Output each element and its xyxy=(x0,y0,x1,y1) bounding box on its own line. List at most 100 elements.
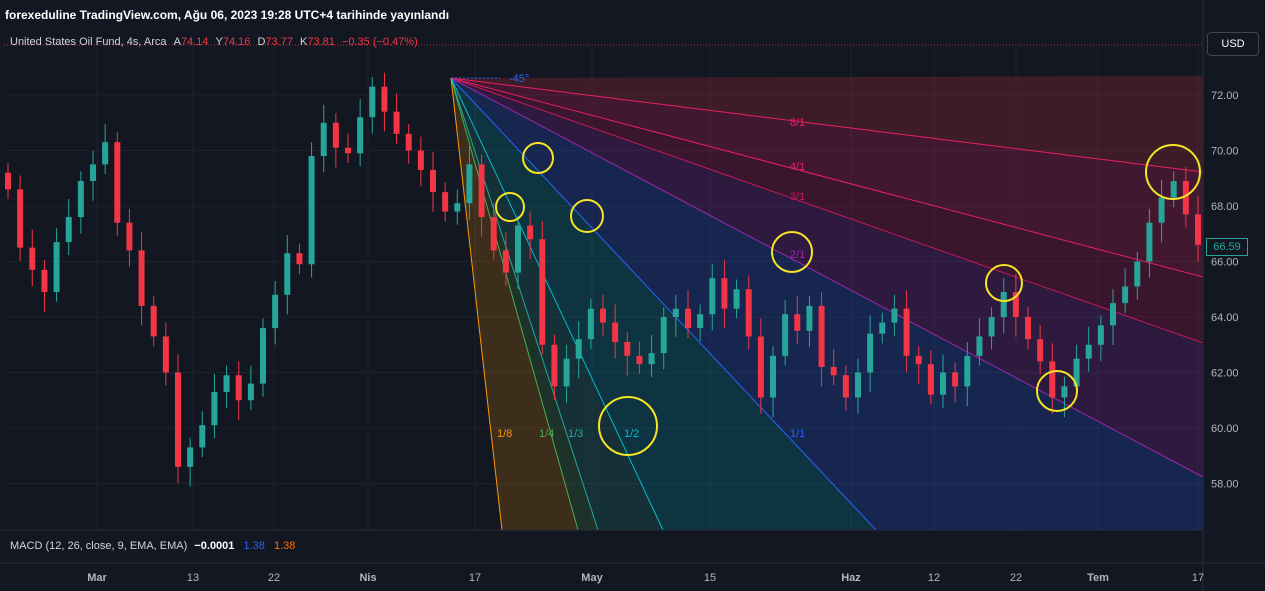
time-tick: 17 xyxy=(1192,572,1204,584)
candle-body xyxy=(90,164,96,182)
fan-label: 2/1 xyxy=(790,249,805,261)
candle-body xyxy=(830,366,837,376)
price-tick: 62.00 xyxy=(1211,368,1239,380)
candle-body xyxy=(563,358,570,387)
fan-line-8-1 xyxy=(450,77,1204,173)
candle-body xyxy=(1182,181,1189,215)
highlight-circle xyxy=(985,264,1023,302)
candle-body xyxy=(381,86,388,112)
candle-body xyxy=(1195,214,1201,245)
fan-line-1-3 xyxy=(450,77,599,531)
candle-body xyxy=(211,391,218,426)
change-value: −0.35 (−0.47%) xyxy=(341,36,418,48)
candle-body xyxy=(417,150,424,170)
highlight-circle xyxy=(570,199,604,233)
candle-body xyxy=(102,142,109,165)
candle-body xyxy=(345,147,351,154)
candle-body xyxy=(65,217,72,243)
low-label: D xyxy=(257,36,266,48)
symbol-name: United States Oil Fund, 4s, Arca xyxy=(10,36,167,48)
gann-fan[interactable] xyxy=(450,76,1204,531)
candle-body xyxy=(284,253,291,295)
price-tick: 72.00 xyxy=(1211,90,1239,102)
candle-body xyxy=(770,355,776,398)
candle-body xyxy=(927,364,934,395)
candle-body xyxy=(648,353,655,365)
candle-body xyxy=(260,328,266,384)
macd-legend: MACD (12, 26, close, 9, EMA, EMA) −0.000… xyxy=(10,540,295,552)
high-label: Y xyxy=(215,36,223,48)
time-tick: Nis xyxy=(359,572,376,584)
fan-line-3-1 xyxy=(450,77,1204,344)
candle-body xyxy=(77,181,84,218)
time-tick: 22 xyxy=(1010,572,1022,584)
candle-body xyxy=(1061,386,1068,398)
candle-body xyxy=(952,372,959,387)
candle-body xyxy=(478,164,485,218)
candle-body xyxy=(138,250,145,306)
macd-signal-value: 1.38 xyxy=(243,540,265,552)
candle-body xyxy=(551,344,558,387)
fan-zone xyxy=(451,78,1203,530)
candle-body xyxy=(1037,339,1044,362)
price-axis-bg xyxy=(1203,0,1265,591)
candle-body xyxy=(1122,286,1129,304)
candle-body xyxy=(150,305,157,337)
time-tick: 15 xyxy=(704,572,716,584)
top-bar: forexeduline TradingView.com, Ağu 06, 20… xyxy=(0,0,1265,30)
candle-body xyxy=(940,372,946,395)
highlight-circles xyxy=(495,142,1201,456)
candle-body xyxy=(818,305,825,367)
candle-body xyxy=(114,142,121,223)
candle-body xyxy=(685,308,691,329)
candle-body xyxy=(5,172,11,190)
candle-body xyxy=(1097,325,1104,345)
price-tick: 68.00 xyxy=(1211,201,1239,213)
candle-body xyxy=(1158,197,1165,223)
candle-body xyxy=(745,289,752,337)
published-label: forexeduline TradingView.com, Ağu 06, 20… xyxy=(5,8,450,22)
candle-body xyxy=(17,189,24,248)
time-tick: 13 xyxy=(187,572,199,584)
candle-body xyxy=(332,122,339,148)
candle-body xyxy=(842,375,849,398)
symbol-legend: United States Oil Fund, 4s, Arca A74.14 … xyxy=(10,36,418,48)
price-tick: 64.00 xyxy=(1211,312,1239,324)
macd-hist-value: 1.38 xyxy=(273,540,296,552)
highlight-circle xyxy=(1036,370,1078,412)
fan-label: 3/1 xyxy=(790,191,805,203)
time-tick: 12 xyxy=(928,572,940,584)
last-price-tag: 66.59 xyxy=(1206,238,1248,256)
candle-body xyxy=(757,336,764,398)
candle-body xyxy=(587,308,594,340)
candle-body xyxy=(405,133,412,151)
price-axis[interactable]: 72.00 70.00 68.00 66.00 64.00 62.00 60.00 58.00 xyxy=(1202,0,1265,591)
price-tick: 58.00 xyxy=(1211,479,1239,491)
candle-body xyxy=(247,383,254,401)
candle-body xyxy=(660,317,667,354)
fan-line-4-1 xyxy=(450,77,1204,278)
time-axis[interactable]: Mar 13 22 Nis 17 May 15 Haz 12 22 Tem 17 xyxy=(0,529,1265,584)
candle-body xyxy=(721,278,728,309)
candle-body xyxy=(466,164,473,204)
highlight-circle xyxy=(598,396,658,456)
highlight-circle xyxy=(771,231,813,273)
candle-body xyxy=(672,308,679,317)
candle-body xyxy=(988,317,995,337)
fan-label: 1/1 xyxy=(790,428,805,440)
macd-label: MACD (12, 26, close, 9, EMA, EMA) xyxy=(10,540,188,552)
candle-body xyxy=(794,314,801,331)
candle-body xyxy=(223,375,230,392)
candle-body xyxy=(527,225,534,240)
candle-body xyxy=(867,333,874,373)
candle-body xyxy=(199,425,206,448)
price-tick: 70.00 xyxy=(1211,146,1239,158)
candles xyxy=(5,72,1201,487)
candle-body xyxy=(879,322,886,334)
high-value: 74.16 xyxy=(222,36,251,48)
candle-body xyxy=(357,117,364,154)
currency-button[interactable]: USD xyxy=(1207,32,1259,56)
candle-body xyxy=(369,86,376,118)
candle-body xyxy=(53,242,60,293)
